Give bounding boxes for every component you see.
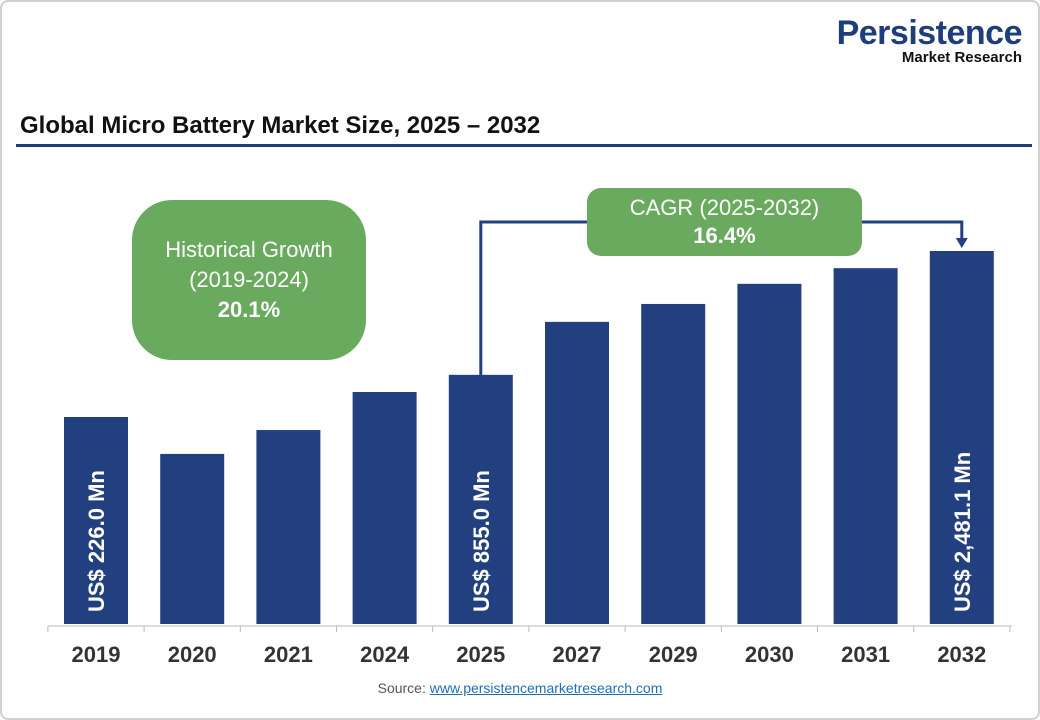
cagr-callout: CAGR (2025-2032) 16.4% — [587, 188, 862, 256]
bar-2024 — [352, 391, 417, 624]
source-prefix: Source: — [377, 680, 430, 696]
logo-name: Persistence — [836, 14, 1023, 52]
historical-period: (2019-2024) — [189, 267, 309, 292]
historical-label: Historical Growth — [165, 237, 333, 262]
x-tick-label-2032: 2032 — [937, 642, 986, 667]
x-tick-label-2030: 2030 — [745, 642, 794, 667]
x-tick-label-2031: 2031 — [841, 642, 890, 667]
bar-2029 — [641, 303, 706, 624]
bar-2020 — [160, 453, 225, 624]
title-rule — [16, 144, 1032, 147]
logo-subtitle: Market Research — [901, 49, 1022, 66]
data-label-2032: US$ 2,481.1 Mn — [950, 452, 975, 612]
historical-growth-callout: Historical Growth (2019-2024) 20.1% — [132, 200, 366, 360]
cagr-label: CAGR (2025-2032) — [629, 195, 820, 220]
x-tick-label-2019: 2019 — [72, 642, 121, 667]
bar-2032 — [929, 251, 994, 624]
bar-2019 — [64, 416, 128, 624]
x-tick-label-2027: 2027 — [553, 642, 602, 667]
x-tick-label-2020: 2020 — [168, 642, 217, 667]
bar-2027 — [545, 321, 609, 624]
bar-2025 — [448, 374, 513, 624]
x-tick-label-2025: 2025 — [456, 642, 505, 667]
historical-value: 20.1% — [217, 297, 281, 322]
connector-line-end — [862, 220, 964, 240]
bar-2030 — [737, 283, 802, 624]
x-tick-label-2021: 2021 — [264, 642, 313, 667]
chart-title: Global Micro Battery Market Size, 2025 –… — [20, 112, 541, 139]
connector-line-start — [479, 220, 587, 375]
x-tick-label-2029: 2029 — [649, 642, 698, 667]
x-tick-label-2024: 2024 — [360, 642, 410, 667]
bar-2031 — [833, 268, 898, 624]
source-link[interactable]: www.persistencemarketresearch.com — [429, 680, 663, 696]
arrow-down-icon — [955, 238, 968, 248]
source-note: Source: www.persistencemarketresearch.co… — [2, 680, 1038, 696]
bar-2021 — [256, 430, 321, 624]
logo: Persistence Market Research — [836, 14, 1023, 66]
data-label-2019: US$ 226.0 Mn — [84, 470, 109, 612]
cagr-value: 16.4% — [693, 223, 756, 248]
data-label-2025: US$ 855.0 Mn — [469, 470, 494, 612]
